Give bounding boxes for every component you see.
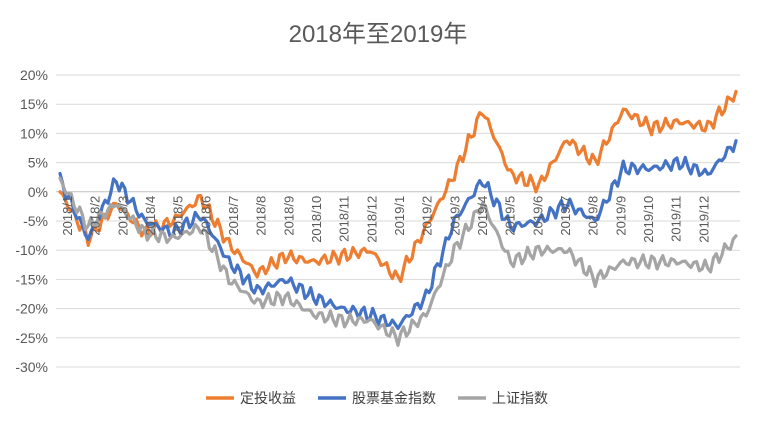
- y-tick-label: -5%: [23, 213, 48, 229]
- x-tick-label: 2019/4: [475, 196, 490, 236]
- y-tick-label: 15%: [20, 96, 48, 112]
- x-tick-label: 2019/3: [447, 196, 462, 236]
- y-tick-label: 20%: [20, 67, 48, 83]
- x-tick-label: 2018/12: [364, 196, 379, 243]
- x-tick-label: 2018/1: [60, 196, 75, 236]
- y-tick-label: -15%: [15, 271, 48, 287]
- y-tick-label: -20%: [15, 301, 48, 317]
- y-tick-label: -25%: [15, 330, 48, 346]
- x-tick-label: 2019/5: [503, 196, 518, 236]
- y-tick-label: 0%: [28, 184, 48, 200]
- x-tick-label: 2018/11: [337, 196, 352, 242]
- x-tick-label: 2019/1: [392, 196, 407, 236]
- x-tick-label: 2018/8: [254, 196, 269, 236]
- x-tick-label: 2018/2: [88, 196, 103, 236]
- series-lines: [58, 89, 738, 347]
- x-tick-label: 2019/2: [420, 196, 435, 236]
- x-tick-label: 2019/9: [613, 196, 628, 236]
- x-tick-label: 2018/7: [226, 196, 241, 236]
- chart-title: 2018年至2019年: [289, 21, 468, 48]
- x-tick-label: 2018/6: [198, 196, 213, 236]
- x-tick-label: 2019/7: [558, 196, 573, 236]
- legend-label: 上证指数: [492, 390, 548, 406]
- x-tick-label: 2018/4: [143, 196, 158, 236]
- legend-label: 定投收益: [240, 390, 296, 406]
- legend-label: 股票基金指数: [352, 390, 436, 406]
- gridlines: [56, 74, 740, 368]
- x-tick-label: 2019/12: [696, 196, 711, 243]
- series-line: [58, 89, 738, 284]
- y-tick-label: -10%: [15, 242, 48, 258]
- x-tick-label: 2018/10: [309, 196, 324, 243]
- series-line: [58, 176, 738, 347]
- y-tick-label: 10%: [20, 125, 48, 141]
- x-tick-label: 2019/8: [586, 196, 601, 236]
- x-tick-label: 2018/9: [281, 196, 296, 236]
- x-tick-label: 2018/5: [171, 196, 186, 236]
- x-axis-ticks: 2018/1 2018/2 2018/3 2018/4 2018/5 2018/6 2018…: [60, 196, 711, 243]
- x-tick-label: 2019/6: [530, 196, 545, 236]
- y-tick-label: 5%: [28, 155, 48, 171]
- y-axis-ticks: -30% -25% -20% -15% -10% -5% 0% 5% 10% 15% 20%: [15, 67, 48, 375]
- legend: 定投收益 股票基金指数 上证指数: [206, 390, 548, 406]
- x-tick-label: 2019/10: [641, 196, 656, 243]
- x-tick-label: 2019/11: [669, 196, 684, 242]
- y-tick-label: -30%: [15, 359, 48, 375]
- x-tick-label: 2018/3: [115, 196, 130, 236]
